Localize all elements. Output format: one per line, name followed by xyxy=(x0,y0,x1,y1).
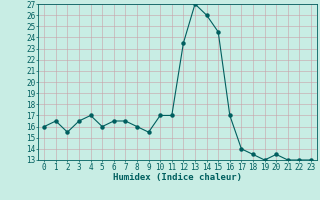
X-axis label: Humidex (Indice chaleur): Humidex (Indice chaleur) xyxy=(113,173,242,182)
